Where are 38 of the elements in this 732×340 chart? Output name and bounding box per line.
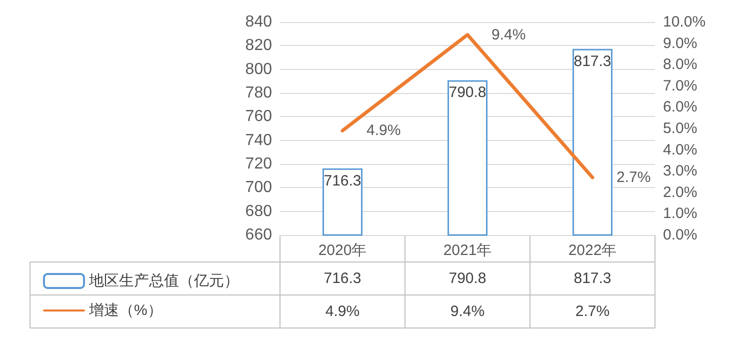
legend-label: 地区生产总值（亿元） [88,272,239,290]
y-tick-label: 820 [245,37,272,54]
y2-tick-label: 5.0% [663,120,698,137]
data-label: 4.9% [325,303,360,320]
y-tick-label: 780 [245,84,272,102]
y-tick-label: 740 [245,132,272,149]
x-tick-label: 2020年 [318,242,367,259]
y2-tick-label: 9.0% [663,34,698,52]
data-label: 2.7% [575,303,610,320]
data-label: 716.3 [324,270,362,287]
text: 9.4% [492,26,526,44]
y-tick-label: 840 [245,14,272,30]
x-tick-label: 2022年 [568,242,617,259]
y2-tick-label: 0.0% [663,226,698,244]
text: 817.3 [574,52,612,70]
text: 790.8 [448,84,486,102]
y2-tick-label: 2.0% [663,184,698,201]
text: 716.3 [324,172,362,190]
y2-tick-label: 4.0% [663,141,698,158]
y2-tick-label: 7.0% [663,77,698,94]
data-label: 790.8 [448,270,486,287]
data-label: 817.3 [574,270,612,287]
text: 4.9% [366,122,401,140]
y-tick-label: 680 [245,202,272,220]
x-tick-label: 2021年 [443,242,492,259]
y2-tick-label: 10.0% [663,14,706,30]
y2-tick-label: 6.0% [663,98,698,116]
data-label: 9.4% [450,303,485,320]
legend-label: 增速（%） [88,302,162,319]
y-tick-label: 760 [245,108,272,126]
y2-tick-label: 3.0% [663,162,698,180]
y-tick-label: 800 [245,60,272,78]
text: 2.7% [616,168,651,186]
y2-tick-label: 8.0% [663,56,698,74]
y-tick-label: 720 [245,156,272,172]
y-tick-label: 660 [245,226,272,244]
y2-tick-label: 1.0% [663,205,698,222]
y-tick-label: 700 [245,179,272,196]
